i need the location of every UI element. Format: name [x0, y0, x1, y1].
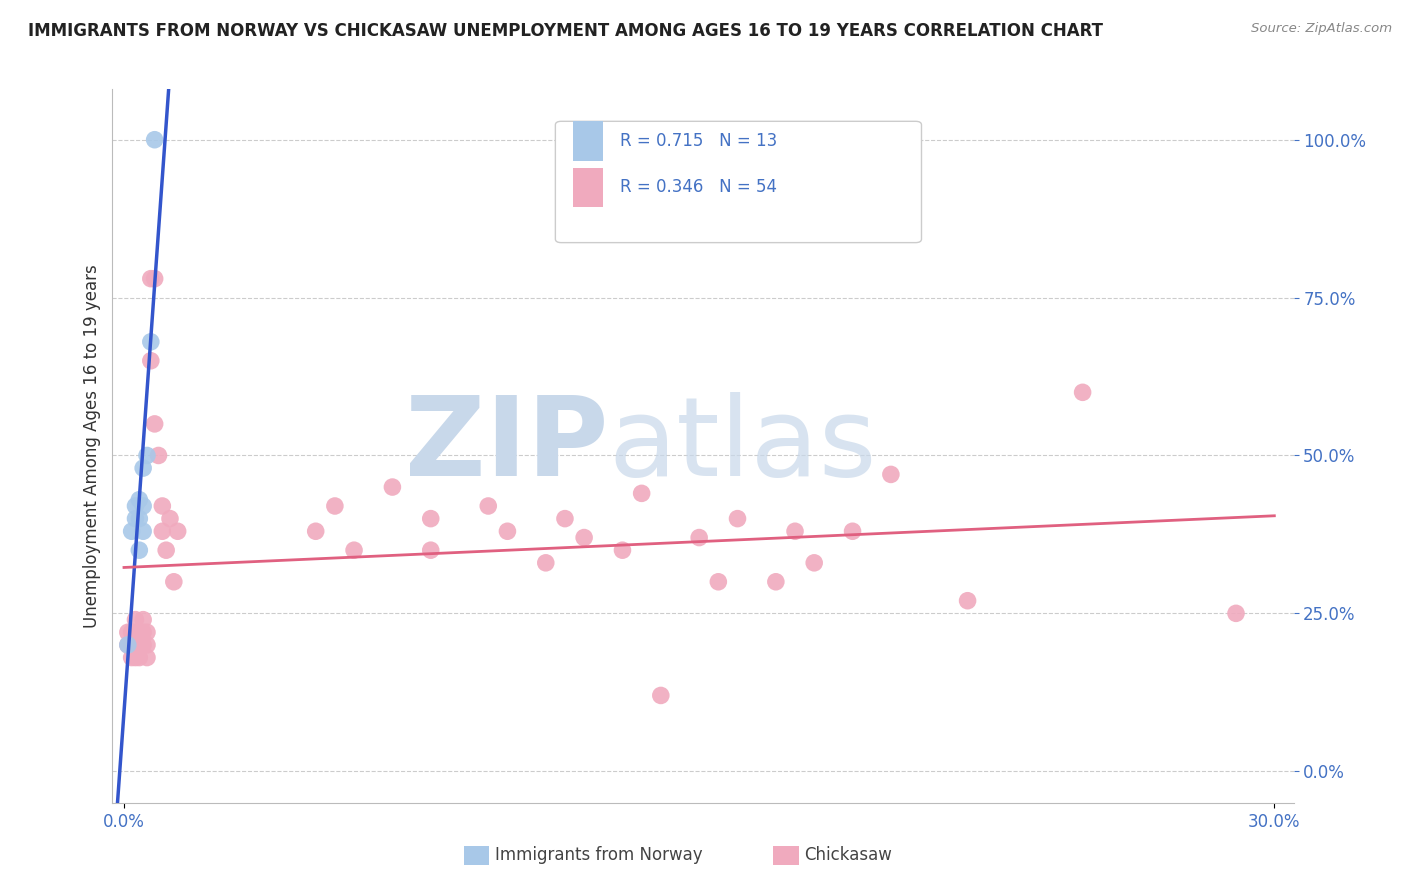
Text: IMMIGRANTS FROM NORWAY VS CHICKASAW UNEMPLOYMENT AMONG AGES 16 TO 19 YEARS CORRE: IMMIGRANTS FROM NORWAY VS CHICKASAW UNEM… [28, 22, 1104, 40]
Text: atlas: atlas [609, 392, 877, 500]
Point [477, 499, 499, 513]
Point [128, 492, 150, 507]
Point [136, 638, 159, 652]
Point [128, 543, 150, 558]
Point [323, 499, 346, 513]
Point [124, 650, 146, 665]
Point [121, 638, 143, 652]
Point [159, 511, 181, 525]
Point [128, 511, 150, 525]
Point [612, 543, 634, 558]
Point [381, 480, 404, 494]
Point [880, 467, 903, 482]
Point [121, 625, 143, 640]
Point [534, 556, 557, 570]
Point [707, 574, 730, 589]
Point [630, 486, 652, 500]
Text: Source: ZipAtlas.com: Source: ZipAtlas.com [1251, 22, 1392, 36]
Point [132, 461, 155, 475]
Text: R = 0.346   N = 54: R = 0.346 N = 54 [620, 178, 778, 196]
Point [554, 511, 576, 525]
Point [956, 593, 979, 607]
Point [783, 524, 806, 539]
Point [132, 625, 155, 640]
Point [765, 574, 787, 589]
Point [132, 499, 155, 513]
Point [124, 638, 146, 652]
Point [128, 650, 150, 665]
Point [650, 689, 672, 703]
Text: Chickasaw: Chickasaw [804, 847, 893, 864]
Point [150, 499, 173, 513]
Point [124, 625, 146, 640]
FancyBboxPatch shape [555, 121, 921, 243]
Y-axis label: Unemployment Among Ages 16 to 19 years: Unemployment Among Ages 16 to 19 years [83, 264, 101, 628]
Point [132, 524, 155, 539]
Point [305, 524, 328, 539]
Point [117, 638, 139, 652]
Point [419, 511, 441, 525]
Point [572, 531, 595, 545]
Text: ZIP: ZIP [405, 392, 609, 500]
Point [1225, 607, 1247, 621]
Point [121, 650, 143, 665]
Point [688, 531, 710, 545]
Point [1071, 385, 1094, 400]
Text: Immigrants from Norway: Immigrants from Norway [495, 847, 703, 864]
Point [136, 650, 159, 665]
Point [124, 613, 146, 627]
Point [419, 543, 441, 558]
Point [139, 353, 162, 368]
Point [121, 524, 143, 539]
Bar [574, 168, 603, 207]
Bar [574, 121, 603, 161]
Point [143, 133, 166, 147]
Point [128, 625, 150, 640]
Point [136, 449, 159, 463]
Point [136, 625, 159, 640]
Point [139, 271, 162, 285]
Point [727, 511, 749, 525]
Point [117, 638, 139, 652]
Point [128, 638, 150, 652]
Point [139, 334, 162, 349]
Point [155, 543, 177, 558]
Point [166, 524, 188, 539]
Text: R = 0.715   N = 13: R = 0.715 N = 13 [620, 132, 778, 150]
Point [124, 511, 146, 525]
Point [117, 625, 139, 640]
Point [124, 499, 146, 513]
Point [496, 524, 519, 539]
Point [150, 524, 173, 539]
Point [148, 449, 170, 463]
Point [143, 417, 166, 431]
Point [803, 556, 825, 570]
Point [841, 524, 863, 539]
Point [163, 574, 186, 589]
Point [132, 613, 155, 627]
Point [143, 271, 166, 285]
Point [343, 543, 366, 558]
Point [132, 638, 155, 652]
